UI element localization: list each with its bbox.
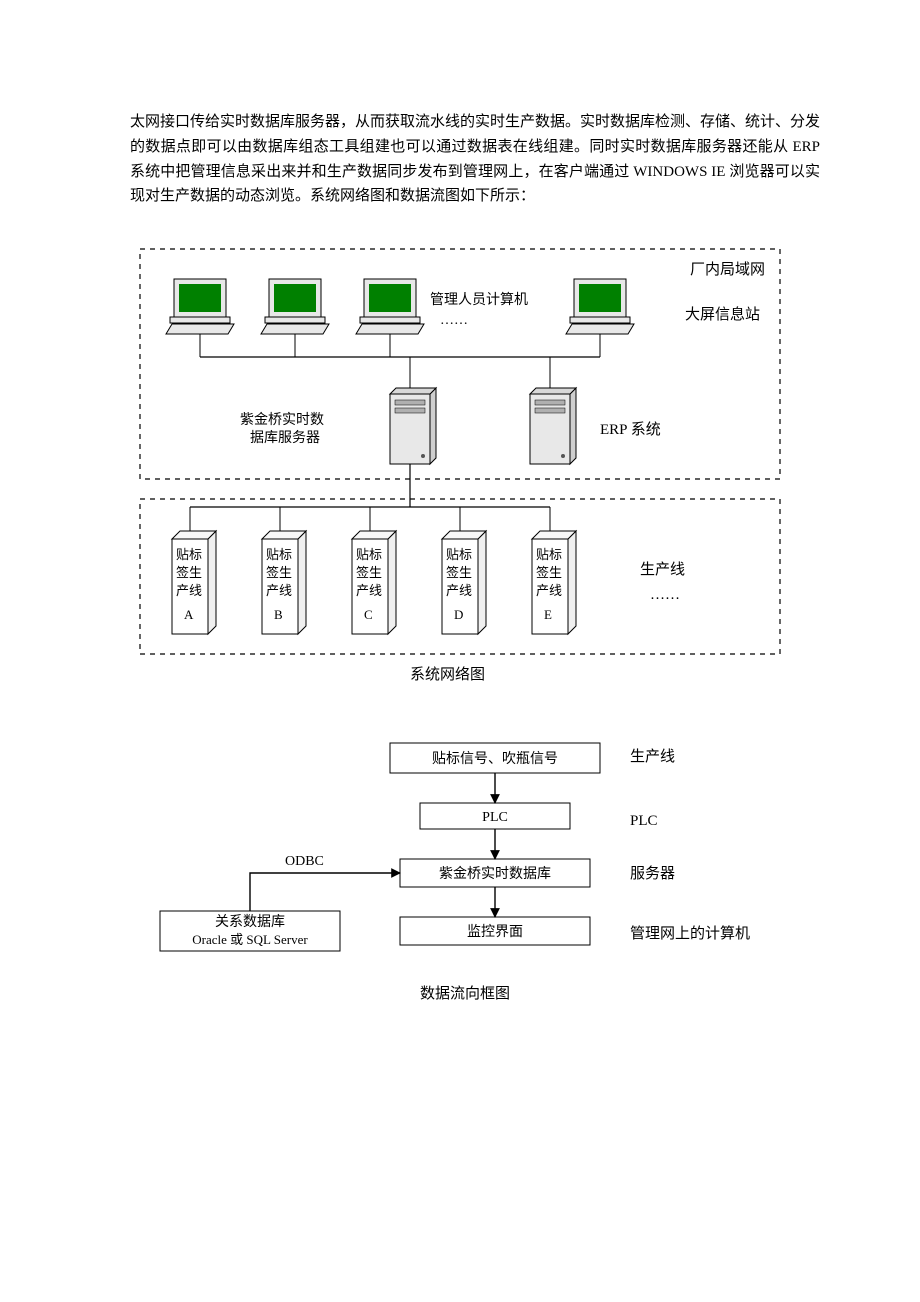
prodline-box: 贴标 签生 产线 B: [262, 531, 306, 634]
network-caption: 系统网络图: [410, 666, 485, 683]
svg-text:E: E: [544, 607, 552, 622]
svg-text:产线: 产线: [446, 583, 472, 598]
flow-r1: 生产线: [630, 748, 675, 765]
svg-text:贴标: 贴标: [536, 547, 562, 562]
server-icon: [530, 388, 576, 464]
zjq-server-label-1: 紫金桥实时数: [240, 412, 324, 428]
bigscreen-label: 大屏信息站: [685, 306, 760, 323]
svg-text:签生: 签生: [266, 565, 292, 580]
flow-n1: 贴标信号、吹瓶信号: [432, 751, 558, 767]
erp-label: ERP 系统: [600, 421, 661, 438]
pc-icon: [566, 279, 634, 334]
ellipsis-label: ……: [440, 313, 468, 328]
svg-text:贴标: 贴标: [266, 547, 292, 562]
flow-n3: 紫金桥实时数据库: [439, 866, 551, 882]
svg-text:产线: 产线: [536, 583, 562, 598]
svg-text:产线: 产线: [266, 583, 292, 598]
pc-icon: [261, 279, 329, 334]
svg-text:C: C: [364, 607, 373, 622]
flow-odbc: ODBC: [285, 854, 324, 869]
flow-caption: 数据流向框图: [420, 985, 510, 1002]
svg-text:贴标: 贴标: [356, 547, 382, 562]
network-diagram: 厂内局域网 大屏信息站 管理人员计算机 …… 紫金桥实时数 据库服务器 ERP …: [130, 239, 790, 694]
svg-text:贴标: 贴标: [176, 547, 202, 562]
svg-text:D: D: [454, 607, 463, 622]
flow-n5b: Oracle 或 SQL Server: [192, 932, 308, 947]
svg-text:B: B: [274, 607, 283, 622]
svg-text:贴标: 贴标: [446, 547, 472, 562]
prodline-box: 贴标 签生 产线 C: [352, 531, 396, 634]
prodline-box: 贴标 签生 产线 D: [442, 531, 486, 634]
flow-r2: PLC: [630, 813, 658, 829]
svg-text:签生: 签生: [356, 565, 382, 580]
flow-n2: PLC: [482, 810, 508, 825]
pc-icon: [356, 279, 424, 334]
pc-icon: [166, 279, 234, 334]
svg-text:签生: 签生: [176, 565, 202, 580]
prodline-box: 贴标 签生 产线 A: [172, 531, 216, 634]
svg-text:签生: 签生: [446, 565, 472, 580]
svg-text:产线: 产线: [356, 583, 382, 598]
server-icon: [390, 388, 436, 464]
lan-label: 厂内局域网: [690, 261, 765, 278]
flow-r4: 管理网上的计算机: [630, 924, 750, 942]
prodline-label: 生产线: [640, 561, 685, 578]
svg-text:A: A: [184, 607, 194, 622]
manager-pc-label: 管理人员计算机: [430, 292, 528, 308]
prodline-ellipsis: ……: [650, 587, 680, 603]
svg-text:签生: 签生: [536, 565, 562, 580]
svg-text:产线: 产线: [176, 583, 202, 598]
dataflow-diagram: 贴标信号、吹瓶信号 PLC 紫金桥实时数据库 监控界面 关系数据库 Oracle…: [130, 733, 790, 1033]
flow-n5a: 关系数据库: [215, 914, 285, 930]
prodline-box: 贴标 签生 产线 E: [532, 531, 576, 634]
flow-n4: 监控界面: [467, 924, 523, 940]
zjq-server-label-2: 据库服务器: [250, 430, 320, 446]
intro-paragraph: 太网接口传给实时数据库服务器，从而获取流水线的实时生产数据。实时数据库检测、存储…: [130, 110, 820, 209]
flow-r3: 服务器: [630, 865, 675, 882]
